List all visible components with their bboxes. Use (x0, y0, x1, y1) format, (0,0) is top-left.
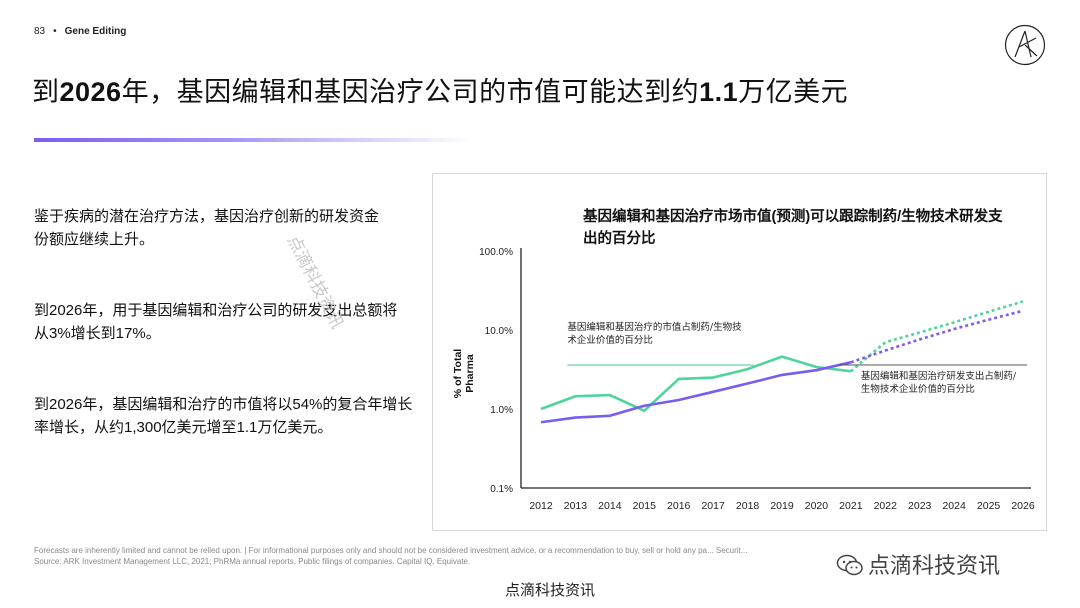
chart-container: 100.0% 10.0% 1.0% 0.1% 2012 2013 2014 2015 2016 2… (432, 173, 1047, 531)
annotation-rd-spend: 基因编辑和基因治疗研发支出占制药/生物技术企业价值的百分比 (861, 370, 1017, 395)
series-line-1-actual (540, 355, 852, 413)
footer-disclaimer: Forecasts are inherently limited and can… (34, 546, 748, 555)
footer-source: Source: ARK Investment Management LLC, 2… (34, 557, 471, 566)
page-header: 83 • Gene Editing (34, 26, 126, 37)
y-axis-label: % of TotalPharma (452, 349, 476, 398)
chart-title: 基因编辑和基因治疗市场市值(预测)可以跟踪制药/生物技术研发支出的百分比 (583, 209, 1003, 247)
x-tick-label: 2012 (529, 500, 553, 512)
x-tick-label: 2023 (908, 500, 932, 512)
x-tick-label: 2026 (1011, 500, 1035, 512)
title-middle: 年，基因编辑和基因治疗公司的市值可能达到约 (121, 77, 700, 107)
x-tick-label: 2018 (736, 500, 760, 512)
section-name: Gene Editing (64, 26, 127, 37)
x-tick-label: 2020 (805, 500, 829, 512)
watermark-bottom: 点滴科技资讯 (505, 581, 596, 599)
x-tick-label: 2025 (977, 500, 1001, 512)
chart-svg: 100.0% 10.0% 1.0% 0.1% 2012 2013 2014 2015 2016 2… (452, 247, 1035, 512)
series-line-2-actual (540, 361, 852, 424)
page-title: 到2026年，基因编辑和基因治疗公司的市值可能达到约1.1万亿美元 (32, 70, 848, 109)
x-tick-label: 2017 (701, 500, 725, 512)
x-tick-label: 2016 (667, 500, 691, 512)
paragraph-3: 到2026年，基因编辑和治疗的市值将以54%的复合年增长率增长，从约1,300亿… (34, 396, 413, 436)
page-number: 83 (34, 26, 46, 37)
y-tick-label: 0.1% (490, 484, 513, 495)
footer: Forecasts are inherently limited and can… (34, 545, 747, 567)
title-prefix: 到 (32, 77, 60, 107)
header-separator: • (53, 26, 57, 37)
x-tick-label: 2022 (874, 500, 898, 512)
wechat-icon (836, 554, 863, 576)
ark-logo-icon (1004, 24, 1046, 66)
title-amount: 1.1 (699, 77, 739, 107)
series-line-2-forecast (850, 309, 1024, 364)
title-suffix: 万亿美元 (738, 77, 849, 107)
y-tick-label: 10.0% (485, 326, 513, 337)
paragraph-2: 到2026年，用于基因编辑和治疗公司的研发支出总额将从3%增长到17%。 (34, 302, 398, 342)
x-tick-label: 2014 (598, 500, 622, 512)
x-tick-label: 2021 (839, 500, 863, 512)
x-tick-label: 2013 (564, 500, 588, 512)
title-accent-line (34, 138, 474, 142)
x-tick-label: 2015 (633, 500, 657, 512)
watermark-right: 点滴科技资讯 (836, 548, 1000, 580)
watermark-right-text: 点滴科技资讯 (868, 554, 1001, 579)
series-line-1-forecast (850, 300, 1024, 373)
y-tick-label: 100.0% (479, 247, 513, 258)
y-tick-label: 1.0% (490, 405, 513, 416)
annotation-market-cap: 基因编辑和基因治疗的市值占制药/生物技术企业价值的百分比 (567, 321, 742, 346)
x-tick-label: 2019 (770, 500, 794, 512)
title-year: 2026 (59, 77, 122, 107)
paragraph-1: 鉴于疾病的潜在治疗方法，基因治疗创新的研发资金份额应继续上升。 (34, 208, 380, 248)
x-tick-label: 2024 (942, 500, 966, 512)
